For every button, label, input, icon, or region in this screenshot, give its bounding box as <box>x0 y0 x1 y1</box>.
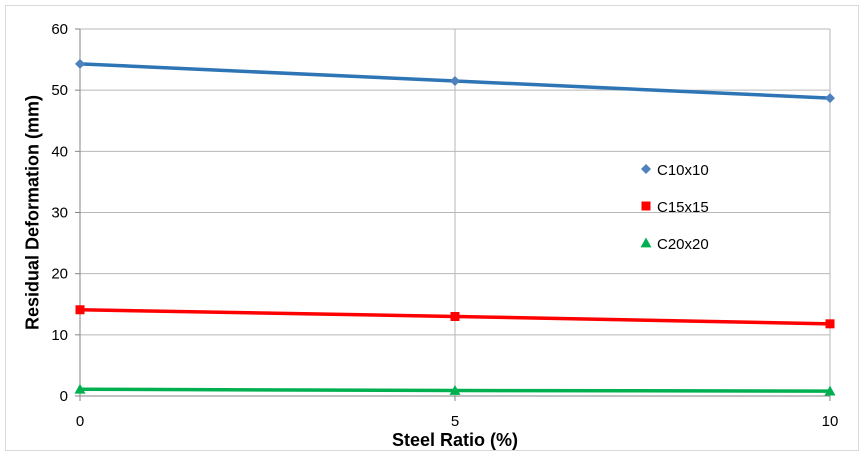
legend-marker <box>640 237 652 248</box>
data-point <box>74 383 86 394</box>
series-c15x15 <box>75 305 835 329</box>
data-point <box>450 75 460 86</box>
data-point <box>450 311 460 321</box>
x-axis-title: Steel Ratio (%) <box>392 430 518 450</box>
legend: C10x10 C15x15 C20x20 <box>640 162 709 253</box>
y-tick-label: 20 <box>51 266 68 283</box>
gridlines <box>80 28 831 396</box>
data-point <box>75 305 85 315</box>
data-point <box>825 319 835 329</box>
y-tick-label: 50 <box>51 82 68 99</box>
x-tick-label: 10 <box>822 413 839 430</box>
y-tick-label: 0 <box>60 388 68 405</box>
legend-label: C15x15 <box>657 199 709 216</box>
axes: 0 10 20 30 40 50 60 0 5 10 <box>51 21 838 430</box>
y-tick-label: 10 <box>51 327 68 344</box>
series-group <box>74 58 836 396</box>
data-point <box>825 93 835 104</box>
legend-label: C20x20 <box>657 236 709 253</box>
legend-marker <box>641 164 651 174</box>
legend-entry: C15x15 <box>641 199 709 216</box>
legend-entry: C10x10 <box>641 162 709 179</box>
x-tick-label: 5 <box>451 413 459 430</box>
legend-marker <box>641 201 651 211</box>
data-point <box>449 384 461 395</box>
y-tick-label: 30 <box>51 205 68 222</box>
y-tick-label: 60 <box>51 21 68 38</box>
y-tick-label: 40 <box>51 143 68 160</box>
y-axis-title: Residual Deformation (mm) <box>22 95 42 330</box>
legend-label: C10x10 <box>657 162 709 179</box>
series-c20x20 <box>74 383 836 396</box>
data-point <box>75 58 85 69</box>
legend-entry: C20x20 <box>640 236 709 253</box>
data-point <box>824 385 836 396</box>
x-tick-label: 0 <box>76 413 84 430</box>
series-c10x10 <box>75 58 835 104</box>
